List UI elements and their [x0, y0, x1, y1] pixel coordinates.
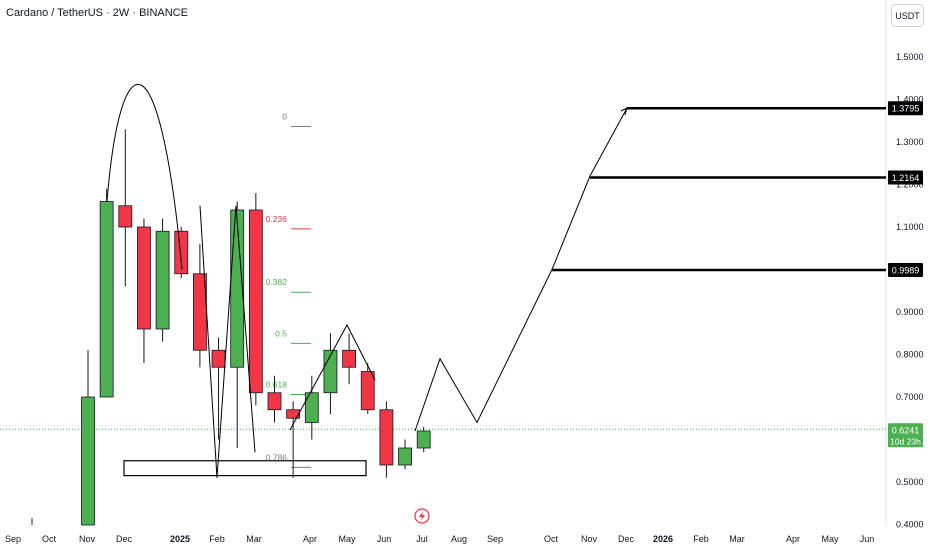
x-tick-label: Oct: [42, 534, 57, 544]
x-tick-label: Jun: [860, 534, 875, 544]
candle-body: [230, 209, 245, 368]
x-tick-label: Dec: [116, 534, 133, 544]
fib-level-label: 0.786: [266, 452, 288, 462]
drawn-trend: [289, 323, 376, 431]
target-price-tag: [888, 101, 923, 116]
target-price-tag: [888, 262, 923, 277]
candle-body: [248, 209, 263, 394]
y-tick-label: 0.9000: [896, 307, 924, 317]
fib-level-label: 0.382: [266, 277, 288, 287]
y-tick-label: 0.7000: [896, 392, 924, 402]
event-flash-icon[interactable]: [414, 508, 430, 524]
x-tick-label: 2025: [170, 534, 190, 544]
candle-body: [174, 230, 189, 275]
x-tick-label: Apr: [786, 534, 800, 544]
target-price-tag: [888, 170, 923, 185]
last-price-tag: [888, 423, 923, 448]
candle-body: [192, 273, 207, 351]
x-tick-label: Mar: [246, 534, 262, 544]
candle-body: [267, 392, 282, 411]
candle-body: [211, 349, 226, 368]
candle-body: [323, 349, 338, 394]
x-tick-label: Aug: [451, 534, 467, 544]
y-tick-label: 1.3000: [896, 137, 924, 147]
x-tick-label: Nov: [581, 534, 598, 544]
x-tick-label: Jun: [377, 534, 392, 544]
fib-level-label: 0: [282, 112, 287, 122]
x-tick-label: May: [338, 534, 356, 544]
support-zone-box: [123, 460, 367, 477]
candle-body: [342, 349, 357, 368]
target-price-label: 0.9989: [892, 265, 920, 275]
target-price-label: 1.3795: [892, 104, 920, 114]
candle-body: [360, 371, 375, 411]
y-tick-label: 1.4000: [896, 95, 924, 105]
drawn-arc: [106, 83, 183, 270]
candle-body: [137, 226, 151, 330]
currency-unit-button[interactable]: USDT: [891, 4, 924, 27]
y-tick-label: 1.5000: [896, 52, 924, 62]
y-tick-label: 0.8000: [896, 350, 924, 360]
x-tick-label: Feb: [693, 534, 709, 544]
candle-body: [286, 409, 301, 419]
countdown-label: 10d 23h: [890, 436, 921, 446]
fib-level-label: 0.5: [275, 328, 287, 338]
x-tick-label: Dec: [618, 534, 635, 544]
x-tick-label: Sep: [5, 534, 21, 544]
x-tick-label: Nov: [79, 534, 96, 544]
x-tick-label: Mar: [729, 534, 745, 544]
x-tick-label: Jul: [416, 534, 428, 544]
candle-body: [304, 392, 319, 423]
x-tick-label: Sep: [487, 534, 503, 544]
candle-body: [99, 201, 114, 398]
y-tick-label: 1.1000: [896, 222, 924, 232]
x-tick-label: Apr: [303, 534, 317, 544]
y-tick-label: 0.4000: [896, 520, 924, 530]
target-price-label: 1.2164: [892, 173, 920, 183]
last-price-label: 0.6241: [892, 425, 920, 435]
candle-body: [118, 205, 133, 228]
candle-body: [81, 396, 95, 526]
candle-body: [379, 409, 394, 466]
fib-level-label: 0.618: [266, 380, 288, 390]
x-tick-label: Oct: [544, 534, 559, 544]
y-tick-label: 0.5000: [896, 477, 924, 487]
chart-title: Cardano / TetherUS · 2W · BINANCE: [6, 7, 188, 19]
candle-body: [398, 447, 412, 466]
candle-body: [416, 430, 431, 449]
drawn-zigzag: [199, 205, 256, 478]
projection-path: [414, 107, 628, 432]
x-tick-label: May: [821, 534, 839, 544]
fib-level-label: 0.236: [266, 214, 288, 224]
x-tick-label: Feb: [209, 534, 225, 544]
candle-body: [155, 230, 170, 330]
x-tick-label: 2026: [653, 534, 673, 544]
